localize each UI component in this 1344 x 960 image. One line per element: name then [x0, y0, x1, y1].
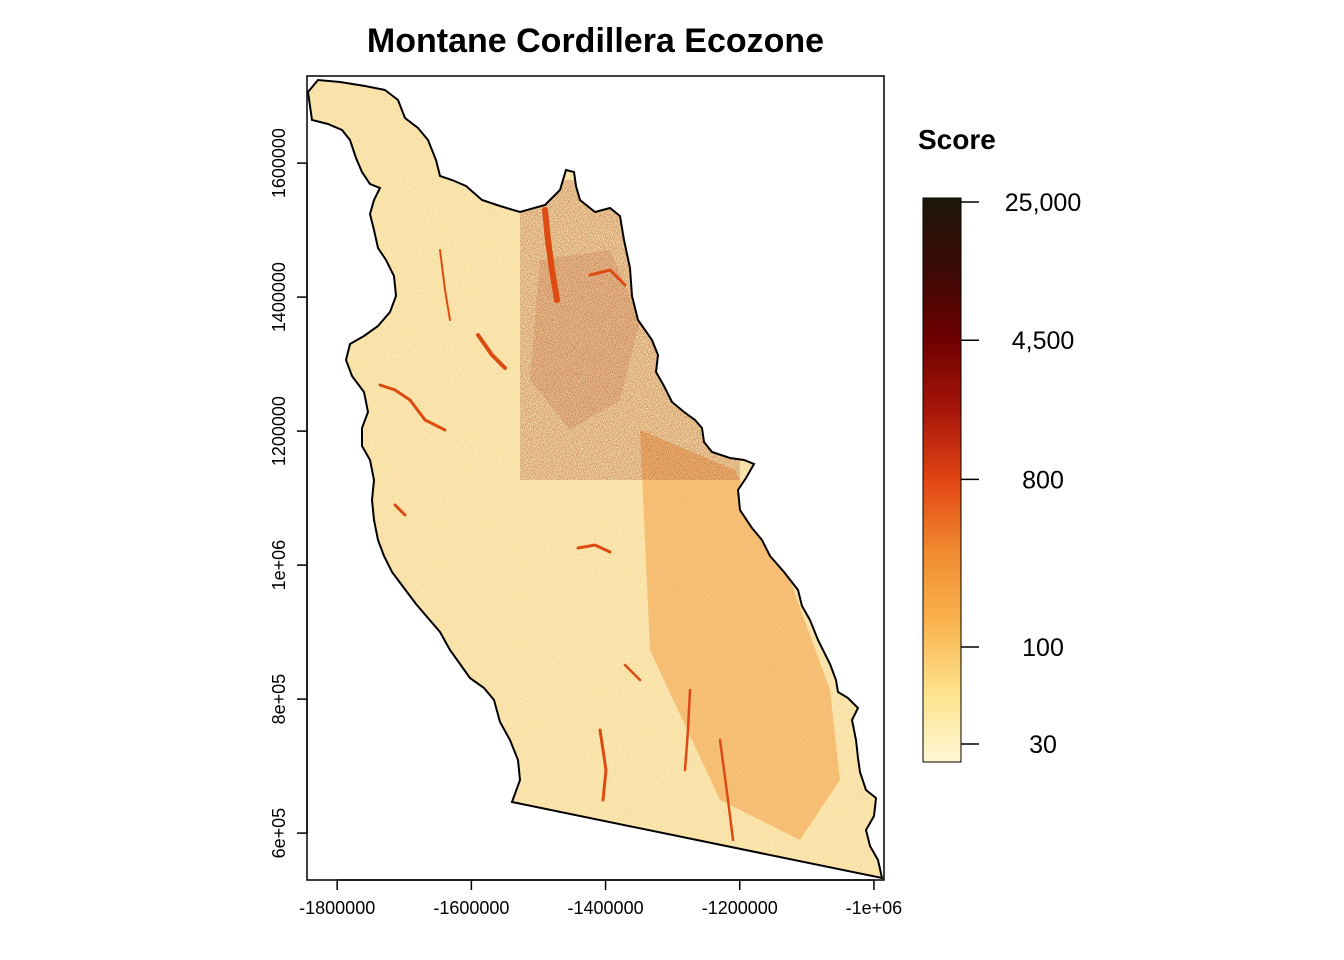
y-axis: 6e+05 8e+05 1e+06 1200000 1400000 1600000	[269, 128, 308, 859]
ecozone-region	[306, 78, 884, 880]
score-legend: 25,000 4,500 800 100 30	[922, 189, 1081, 763]
legend-tick-label: 30	[1029, 731, 1057, 759]
y-tick-label: 1200000	[269, 396, 289, 466]
east-high-score-band	[640, 430, 840, 840]
x-tick-label: -1600000	[433, 898, 509, 918]
x-tick-label: -1800000	[299, 898, 375, 918]
river-corridors	[378, 207, 735, 842]
y-tick-label: 6e+05	[269, 808, 289, 859]
legend-tick-label: 25,000	[1005, 189, 1081, 217]
legend-tick-label: 100	[1022, 634, 1064, 662]
legend-title: Score	[918, 124, 996, 155]
legend-tick-label: 4,500	[1012, 327, 1075, 355]
legend-tick-label: 800	[1022, 466, 1064, 494]
x-tick-label: -1e+06	[846, 898, 903, 918]
map-title: Montane Cordillera Ecozone	[366, 22, 825, 60]
y-tick-label: 1400000	[269, 262, 289, 332]
x-axis: -1800000 -1600000 -1400000 -1200000 -1e+06	[299, 879, 903, 918]
legend-colorbar	[922, 197, 962, 763]
dark-speckle-layer	[520, 180, 740, 480]
y-tick-label: 1600000	[269, 128, 289, 198]
x-tick-label: -1400000	[568, 898, 644, 918]
y-tick-label: 1e+06	[269, 540, 289, 591]
x-tick-label: -1200000	[702, 898, 778, 918]
y-tick-label: 8e+05	[269, 674, 289, 725]
ecozone-boundary	[306, 78, 884, 880]
